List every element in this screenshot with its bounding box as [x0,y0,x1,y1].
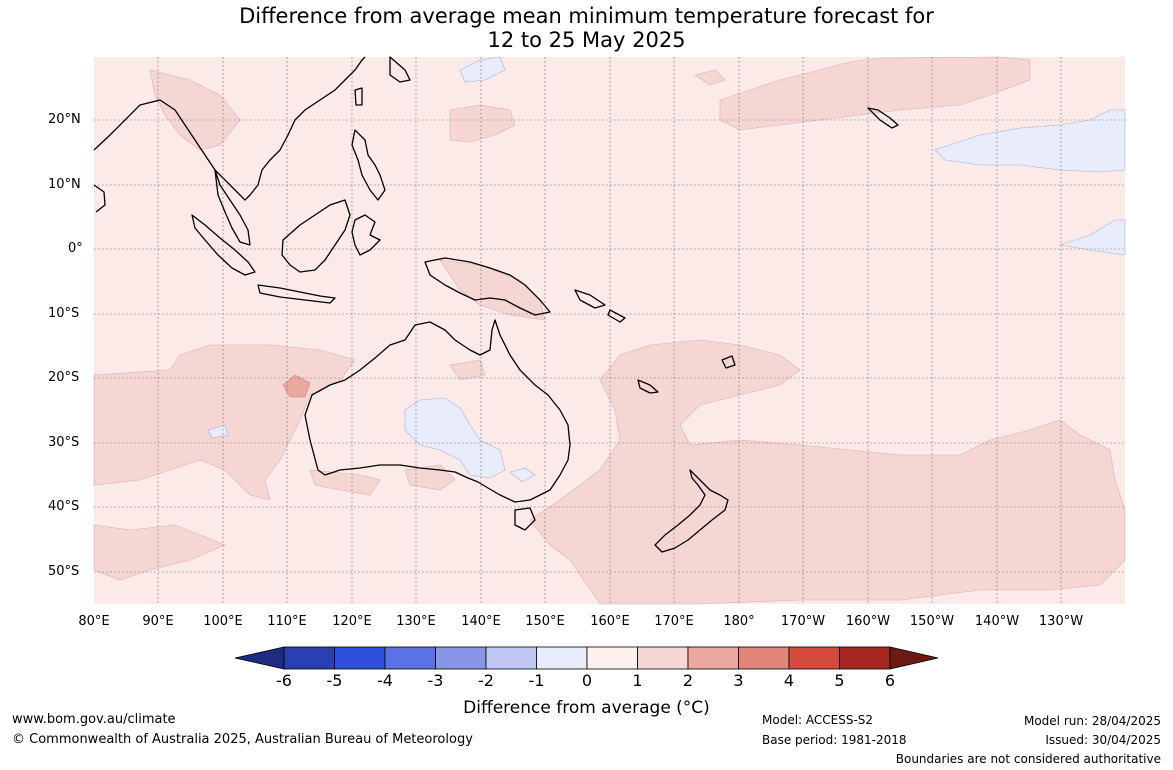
colorbar-low-arrow [234,646,285,670]
lat-label-50s: 50°S [48,564,80,579]
lon-label-100e: 100°E [203,614,243,629]
lon-label-90e: 90°E [142,614,174,629]
chart-title: Difference from average mean minimum tem… [0,4,1173,52]
title-line-1: Difference from average mean minimum tem… [239,4,934,28]
anomaly-2-3-regions [282,374,311,398]
lat-label-40s: 40°S [48,499,80,514]
issued-date: Issued: 30/04/2025 [1045,733,1161,747]
lat-label-20n: 20°N [48,112,81,127]
tasmania-coastline [514,507,536,531]
colorbar-segment-7 [586,646,638,670]
title-line-2: 12 to 25 May 2025 [487,28,686,52]
australia-coastline [304,319,571,503]
model-run-date: Model run: 28/04/2025 [1023,714,1161,728]
lon-label-160w: 160°W [845,614,891,629]
sumatra-coastline [191,214,256,276]
lat-label-10s: 10°S [48,306,80,321]
colorbar-segment-11 [788,646,840,670]
lon-label-160e: 160°E [590,614,630,629]
colorbar-segment-6 [536,646,588,670]
colorbar-segment-9 [687,646,739,670]
colorbar [234,646,939,670]
lon-label-120e: 120°E [332,614,372,629]
colorbar-tick: 2 [682,671,694,690]
new-zealand-coastline [654,469,729,553]
colorbar-tick: 5 [834,671,845,690]
lon-label-130w: 130°W [1038,614,1084,629]
lon-label-170e: 170°E [654,614,694,629]
copyright-text: © Commonwealth of Australia 2025, Austra… [12,732,473,747]
colorbar-tick: -1 [528,671,545,690]
lon-label-110e: 110°E [267,614,307,629]
lon-label-150w: 150°W [909,614,955,629]
lat-label-30s: 30°S [48,435,80,450]
anomaly-negative-regions [207,56,1126,483]
colorbar-segment-10 [738,646,790,670]
lat-label-20s: 20°S [48,370,80,385]
colorbar-segment-1 [283,646,335,670]
colorbar-tick: -5 [326,671,343,690]
coastlines [93,56,899,553]
graticule [94,57,1125,604]
colorbar-label: Difference from average (°C) [463,698,710,718]
lon-label-130e: 130°E [396,614,436,629]
website-link[interactable]: www.bom.gov.au/climate [12,712,176,727]
lon-label-140e: 140°E [461,614,501,629]
colorbar-tick: -3 [427,671,444,690]
colorbar-segment-5 [485,646,537,670]
lat-label-10n: 10°N [48,177,81,192]
lat-label-0: 0° [68,241,83,256]
colorbar-tick: -4 [377,671,393,690]
colorbar-tick: 0 [581,671,593,690]
lon-label-140w: 140°W [974,614,1020,629]
colorbar-segment-3 [384,646,436,670]
lon-label-170w: 170°W [780,614,826,629]
colorbar-tick: 4 [783,671,795,690]
colorbar-tick: 1 [632,671,643,690]
colorbar-tick: -2 [478,671,494,690]
colorbar-segment-2 [334,646,386,670]
lon-label-150e: 150°E [525,614,565,629]
asia-coastline [93,56,366,201]
boundary-disclaimer: Boundaries are not considered authoritat… [895,752,1161,766]
colorbar-tick: 3 [733,671,744,690]
lon-label-80e: 80°E [78,614,110,629]
lon-label-180: 180° [723,614,755,629]
colorbar-high-arrow [889,646,939,670]
colorbar-segment-8 [637,646,689,670]
borneo-coastline [281,199,351,273]
colorbar-segment-4 [435,646,487,670]
colorbar-tick: 6 [884,671,896,690]
colorbar-segment-12 [839,646,891,670]
model-name: Model: ACCESS-S2 [762,713,874,727]
colorbar-tick: -6 [276,671,292,690]
new-guinea-coastline [424,257,551,316]
base-period: Base period: 1981-2018 [762,733,907,747]
